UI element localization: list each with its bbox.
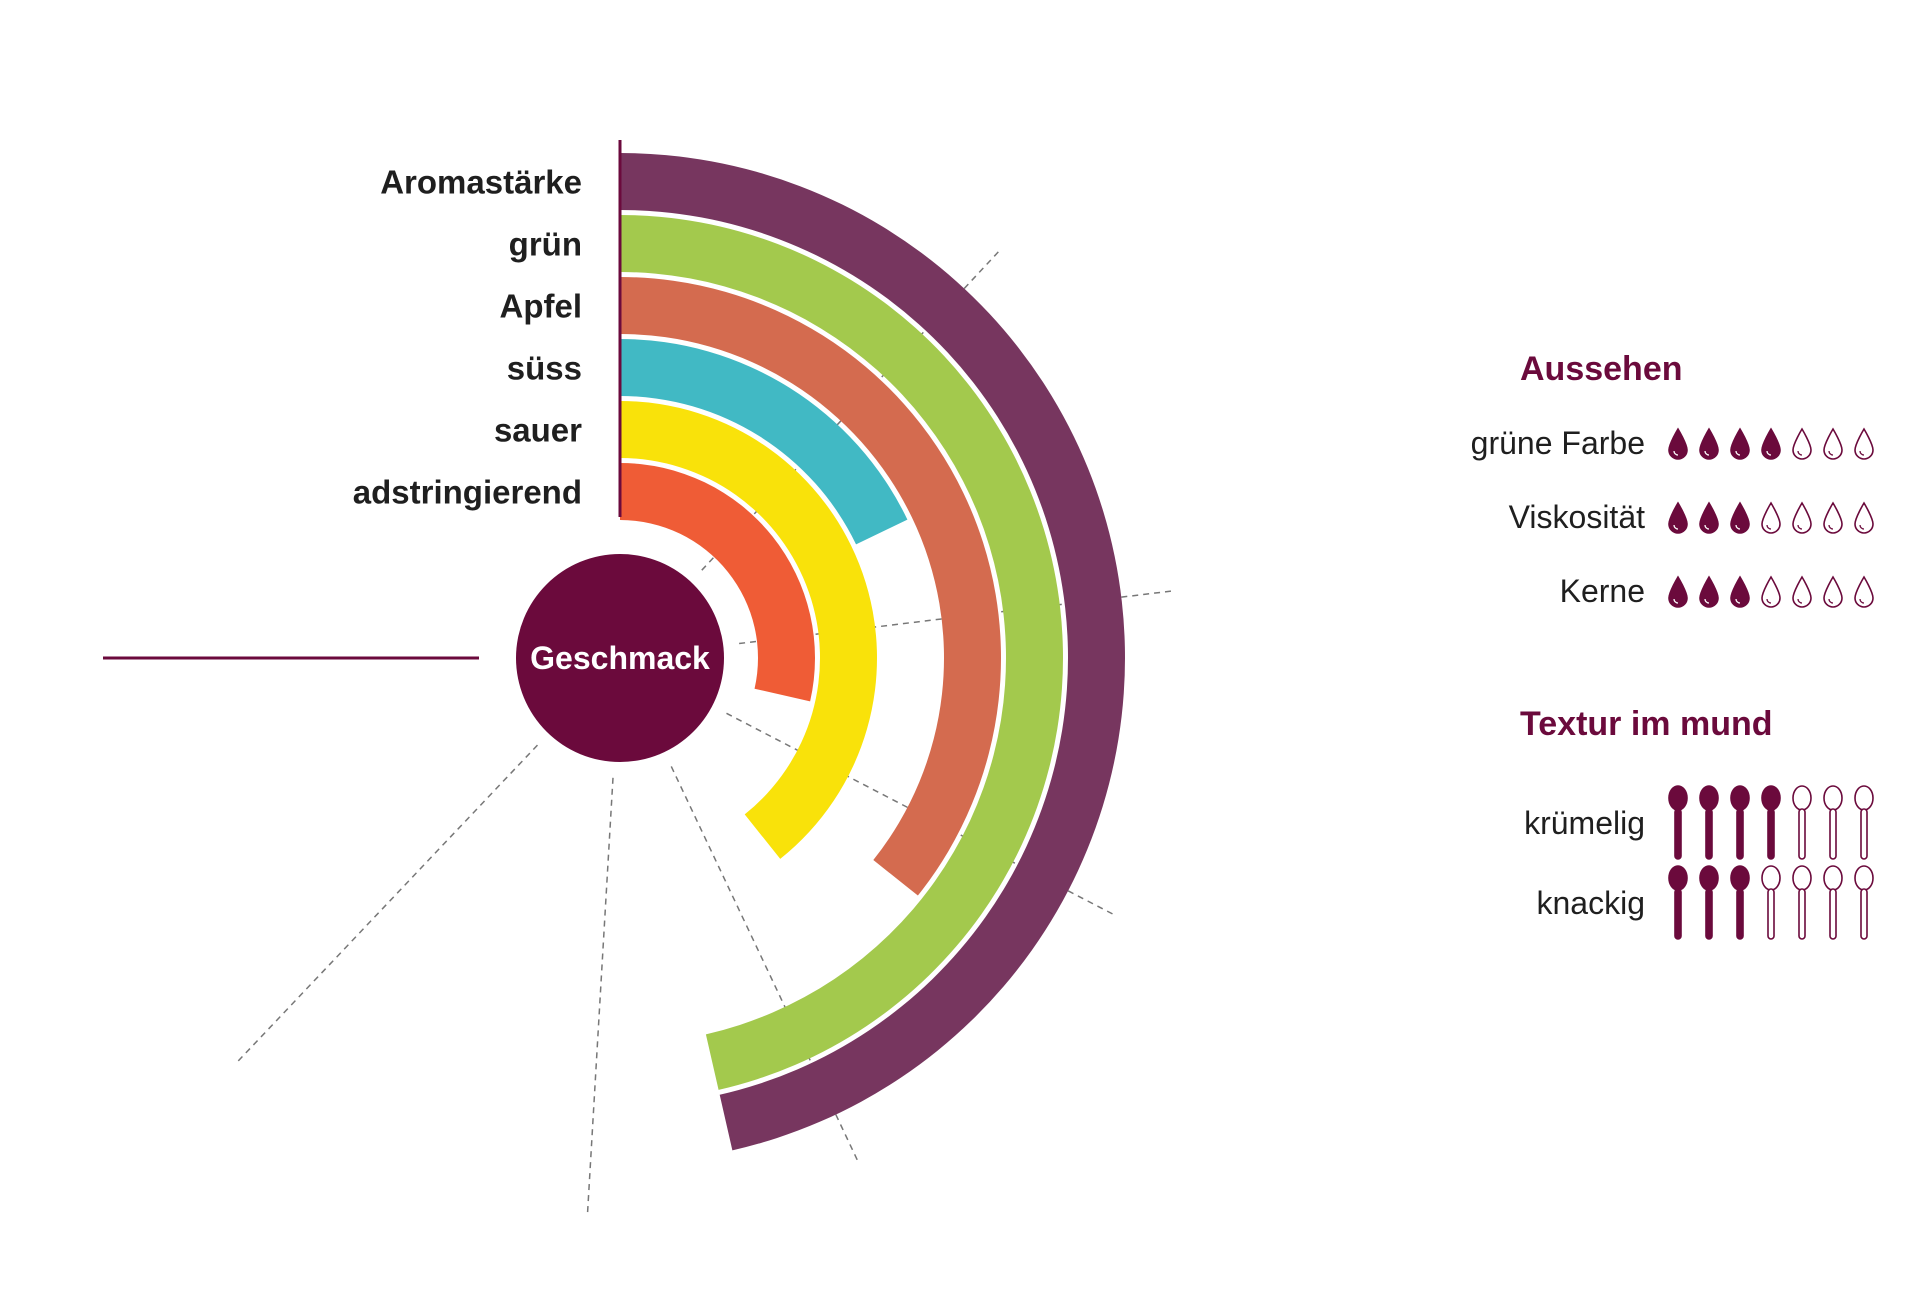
rating-1 [1666, 501, 1876, 535]
rating-2 [1666, 575, 1876, 609]
drop-icon [1759, 501, 1783, 535]
label-sauer: sauer [494, 412, 582, 449]
drop-icon [1728, 501, 1752, 535]
label-gr-n: grün [509, 226, 582, 263]
spoon-icon [1666, 865, 1690, 941]
row-label-1: knackig [1536, 885, 1646, 921]
spoon-icon [1790, 865, 1814, 941]
label-aromast-rke: Aromastärke [380, 164, 582, 201]
spoon-icon [1666, 785, 1690, 861]
spoon-icon [1821, 865, 1845, 941]
spoon-icon [1759, 865, 1783, 941]
drop-icon [1697, 501, 1721, 535]
taste-arcs [620, 153, 1126, 1151]
drop-icon [1728, 427, 1752, 461]
drop-icon [1697, 575, 1721, 609]
row-label-0: grüne Farbe [1470, 425, 1645, 461]
spoon-icon [1821, 785, 1845, 861]
spoon-icon [1759, 785, 1783, 861]
drop-icon [1852, 427, 1876, 461]
label-s-ss: süss [507, 350, 582, 387]
radial-taste-chart: Aromastärke grün Apfel süss sauer adstringier… [103, 140, 1177, 1218]
spoon-icon [1697, 865, 1721, 941]
drop-icon [1790, 575, 1814, 609]
drop-icon [1666, 501, 1690, 535]
drop-icon [1759, 427, 1783, 461]
spoon-icon [1790, 785, 1814, 861]
row-label-2: Kerne [1559, 573, 1645, 609]
category-labels: Aromastärke grün Apfel süss sauer adstringier… [353, 164, 582, 511]
drop-icon [1666, 575, 1690, 609]
drop-icon [1790, 501, 1814, 535]
drop-icon [1728, 575, 1752, 609]
drop-icon [1759, 575, 1783, 609]
textur-title: Textur im mund [1520, 705, 1773, 743]
arc-sauer [620, 401, 877, 859]
grid-line [586, 777, 614, 1218]
arc-apfel [620, 277, 1001, 896]
spoon-icon [1728, 865, 1752, 941]
center-label: Geschmack [530, 640, 710, 676]
rating-0 [1666, 785, 1876, 861]
grid-line [234, 744, 539, 1066]
rating-1 [1666, 865, 1876, 941]
spoon-icon [1728, 785, 1752, 861]
arc-aromast-rke [620, 153, 1126, 1151]
spoon-icon [1852, 785, 1876, 861]
row-label-1: Viskosität [1508, 499, 1645, 535]
drop-icon [1697, 427, 1721, 461]
label-apfel: Apfel [500, 288, 583, 325]
arc-gr-n [620, 215, 1064, 1090]
drop-icon [1821, 427, 1845, 461]
drop-icon [1821, 501, 1845, 535]
spoon-icon [1697, 785, 1721, 861]
drop-icon [1666, 427, 1690, 461]
aussehen-title: Aussehen [1520, 350, 1683, 388]
drop-icon [1790, 427, 1814, 461]
arc-s-ss [620, 339, 908, 545]
drop-icon [1852, 501, 1876, 535]
drop-icon [1852, 575, 1876, 609]
row-label-0: krümelig [1524, 805, 1645, 841]
drop-icon [1821, 575, 1845, 609]
label-adstringierend: adstringierend [353, 474, 582, 511]
center-circle [516, 554, 724, 762]
rating-0 [1666, 427, 1876, 461]
arc-adstringierend [620, 463, 816, 702]
spoon-icon [1852, 865, 1876, 941]
